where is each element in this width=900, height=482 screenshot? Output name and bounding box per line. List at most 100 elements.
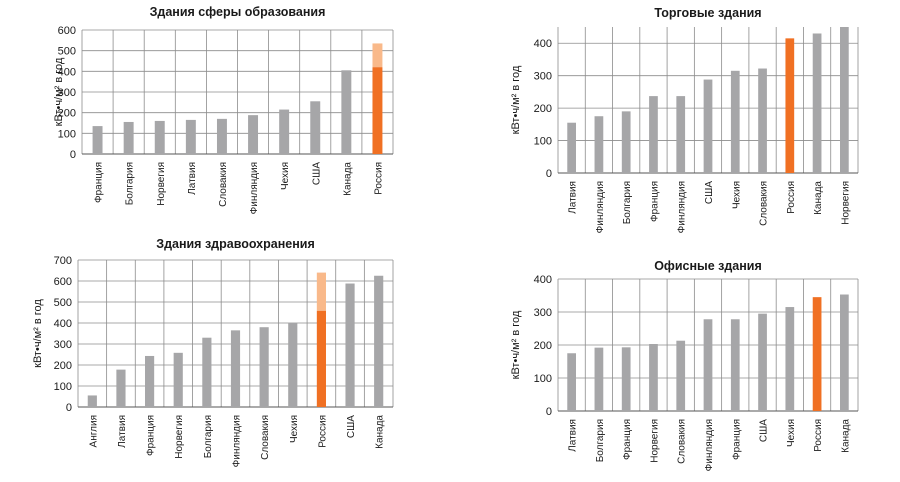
x-tick-label: Латвия: [117, 415, 128, 448]
bar: [621, 111, 631, 173]
bar: [758, 68, 767, 173]
bar: [154, 120, 165, 154]
y-tick-label: 100: [58, 128, 76, 140]
x-tick-label: Франция: [731, 419, 742, 460]
chart-title: Здания здравоохранения: [156, 237, 315, 251]
x-tick-label: Словакия: [218, 162, 229, 207]
bar: [812, 33, 822, 173]
x-tick-label: Чехия: [289, 415, 300, 443]
y-tick-label: 400: [534, 38, 552, 50]
y-tick-label: 400: [58, 66, 76, 78]
y-tick-label: 0: [70, 149, 76, 161]
x-tick-label: Болгария: [203, 415, 214, 458]
y-tick-label: 200: [58, 108, 76, 120]
bar: [703, 319, 713, 411]
bar: [374, 275, 384, 407]
bar: [703, 79, 713, 173]
x-tick-label: Канада: [813, 181, 824, 215]
bar: [202, 337, 212, 407]
y-axis-label: кВт•ч/м² в год: [510, 65, 522, 134]
y-tick-label: 0: [546, 406, 552, 418]
x-tick-label: Словакия: [759, 181, 770, 226]
y-tick-label: 200: [534, 340, 552, 352]
x-tick-label: Канада: [342, 162, 353, 196]
y-tick-label: 500: [54, 297, 72, 309]
y-tick-label: 300: [534, 71, 552, 83]
y-axis-label: кВт•ч/м² в год: [32, 299, 44, 368]
chart-2: Торговые здания 0 100 200 300 400 Латвия Финлян…: [510, 6, 859, 233]
x-tick-label: Франция: [649, 181, 660, 222]
y-axis-label: кВт•ч/м² в год: [53, 57, 65, 126]
x-tick-label: Россия: [786, 181, 797, 214]
bar: [316, 310, 326, 407]
bar: [730, 319, 740, 411]
x-tick-label: Финляндия: [232, 415, 243, 467]
x-tick-label: Чехия: [786, 419, 797, 447]
x-tick-label: Финляндия: [704, 419, 715, 471]
bar: [840, 294, 849, 411]
bar: [676, 340, 686, 411]
x-tick-label: Норвегия: [174, 415, 185, 459]
y-tick-label: 700: [54, 255, 72, 267]
x-tick-label: Финляндия: [595, 181, 606, 233]
chart-3: Здания здравоохранения 0 100 200 300 400 500 60…: [32, 237, 394, 467]
bar: [649, 96, 658, 173]
bar: [185, 119, 196, 154]
y-tick-label: 600: [54, 276, 72, 288]
y-tick-label: 300: [54, 339, 72, 351]
y-axis-label: кВт•ч/м² в год: [510, 310, 522, 379]
bar: [87, 395, 97, 407]
x-tick-label: Франция: [622, 419, 633, 460]
bar: [567, 353, 576, 411]
bar: [567, 122, 576, 173]
bar: [649, 344, 658, 411]
chart-title: Здания сферы образования: [150, 5, 326, 19]
y-tick-label: 400: [534, 274, 552, 286]
x-tick-label: Болгария: [125, 162, 136, 205]
x-tick-label: США: [311, 162, 322, 185]
bar: [92, 126, 103, 154]
bar: [840, 27, 849, 173]
y-tick-label: 200: [534, 103, 552, 115]
x-tick-label: Канада: [375, 415, 386, 449]
x-tick-label: Россия: [813, 419, 824, 452]
x-tick-label: США: [704, 181, 715, 204]
bar: [785, 307, 795, 411]
bar: [341, 70, 352, 154]
bar: [259, 327, 269, 407]
x-tick-label: Латвия: [568, 419, 579, 452]
x-tick-label: Латвия: [187, 162, 198, 195]
x-tick-label: США: [759, 419, 770, 442]
bar: [621, 347, 631, 411]
chart-1: Здания сферы образования 0 100 200 300 400 500…: [53, 5, 394, 214]
bar-range-extension: [372, 43, 383, 68]
x-tick-label: Норвегия: [156, 162, 167, 206]
x-tick-label: Болгария: [622, 181, 633, 224]
x-tick-label: Канада: [840, 419, 851, 453]
x-tick-label: Чехия: [731, 181, 742, 209]
bar: [730, 70, 740, 173]
x-tick-label: США: [346, 415, 357, 438]
bar: [279, 109, 290, 154]
bar: [372, 67, 383, 154]
chart-title: Офисные здания: [654, 259, 762, 273]
x-tick-label: Словакия: [677, 419, 688, 464]
bar-range-extension: [316, 272, 326, 311]
chart-4: Офисные здания 0 100 200 300 400 Латвия Болгари…: [510, 259, 859, 471]
bar: [345, 283, 355, 407]
x-tick-label: Россия: [317, 415, 328, 448]
bar: [173, 352, 183, 407]
bar: [785, 38, 795, 173]
x-tick-label: Франция: [146, 415, 157, 456]
y-tick-label: 100: [534, 373, 552, 385]
x-tick-label: Болгария: [595, 419, 606, 462]
bar: [310, 101, 321, 154]
x-tick-label: Латвия: [568, 181, 579, 214]
x-tick-label: Норвегия: [840, 181, 851, 225]
bar: [594, 116, 604, 173]
x-tick-label: Англия: [88, 415, 99, 447]
y-tick-label: 0: [66, 402, 72, 414]
bar: [145, 355, 155, 407]
x-tick-label: Чехия: [280, 162, 291, 190]
